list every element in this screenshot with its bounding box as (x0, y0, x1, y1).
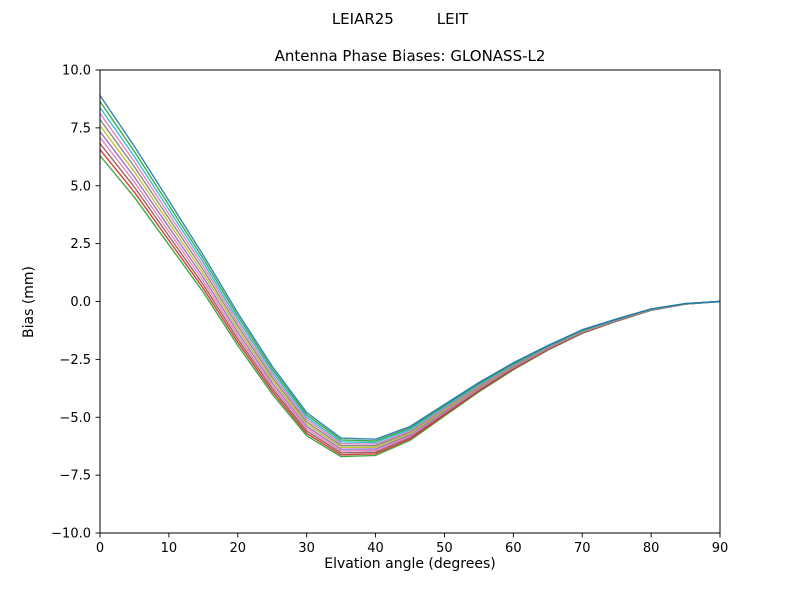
chart-line (99, 149, 721, 456)
y-tick-label: 2.5 (70, 237, 91, 252)
chart-line (99, 137, 721, 452)
plot-lines (99, 95, 721, 458)
x-axis-label: Elvation angle (degrees) (324, 556, 496, 572)
chart-line (99, 125, 721, 448)
x-tick-label: 30 (298, 541, 315, 556)
chart-line (99, 95, 721, 440)
y-tick-label: 7.5 (70, 121, 91, 136)
y-tick-label: 10.0 (62, 64, 91, 79)
x-tick-label: 40 (367, 541, 384, 556)
x-tick-label: 90 (712, 541, 729, 556)
x-tick-label: 50 (436, 541, 453, 556)
y-tick-label: −10.0 (51, 527, 91, 542)
y-tick-label: −7.5 (59, 469, 91, 484)
axis-ticks: 0 10 20 30 40 50 60 70 80 90 10.0 7.5 5.0 2.5 0.0 −2.5 −… (51, 64, 728, 557)
chart-line (99, 131, 721, 450)
y-tick-label: −5.0 (59, 411, 91, 426)
y-tick-label: 5.0 (70, 179, 91, 194)
chart-line (99, 143, 721, 454)
chart-line (99, 119, 721, 447)
chart-line (99, 155, 721, 458)
x-tick-label: 0 (96, 541, 104, 556)
x-tick-label: 80 (643, 541, 660, 556)
figure-suptitle: LEIAR25 LEIT (331, 10, 469, 28)
plot-frame (99, 69, 721, 534)
y-tick-label: 0.0 (70, 295, 91, 310)
x-tick-label: 60 (505, 541, 522, 556)
chart-title: Antenna Phase Biases: GLONASS-L2 (274, 47, 546, 65)
y-tick-label: −2.5 (59, 353, 91, 368)
x-tick-label: 10 (161, 541, 178, 556)
x-tick-label: 70 (574, 541, 591, 556)
x-tick-label: 20 (230, 541, 247, 556)
